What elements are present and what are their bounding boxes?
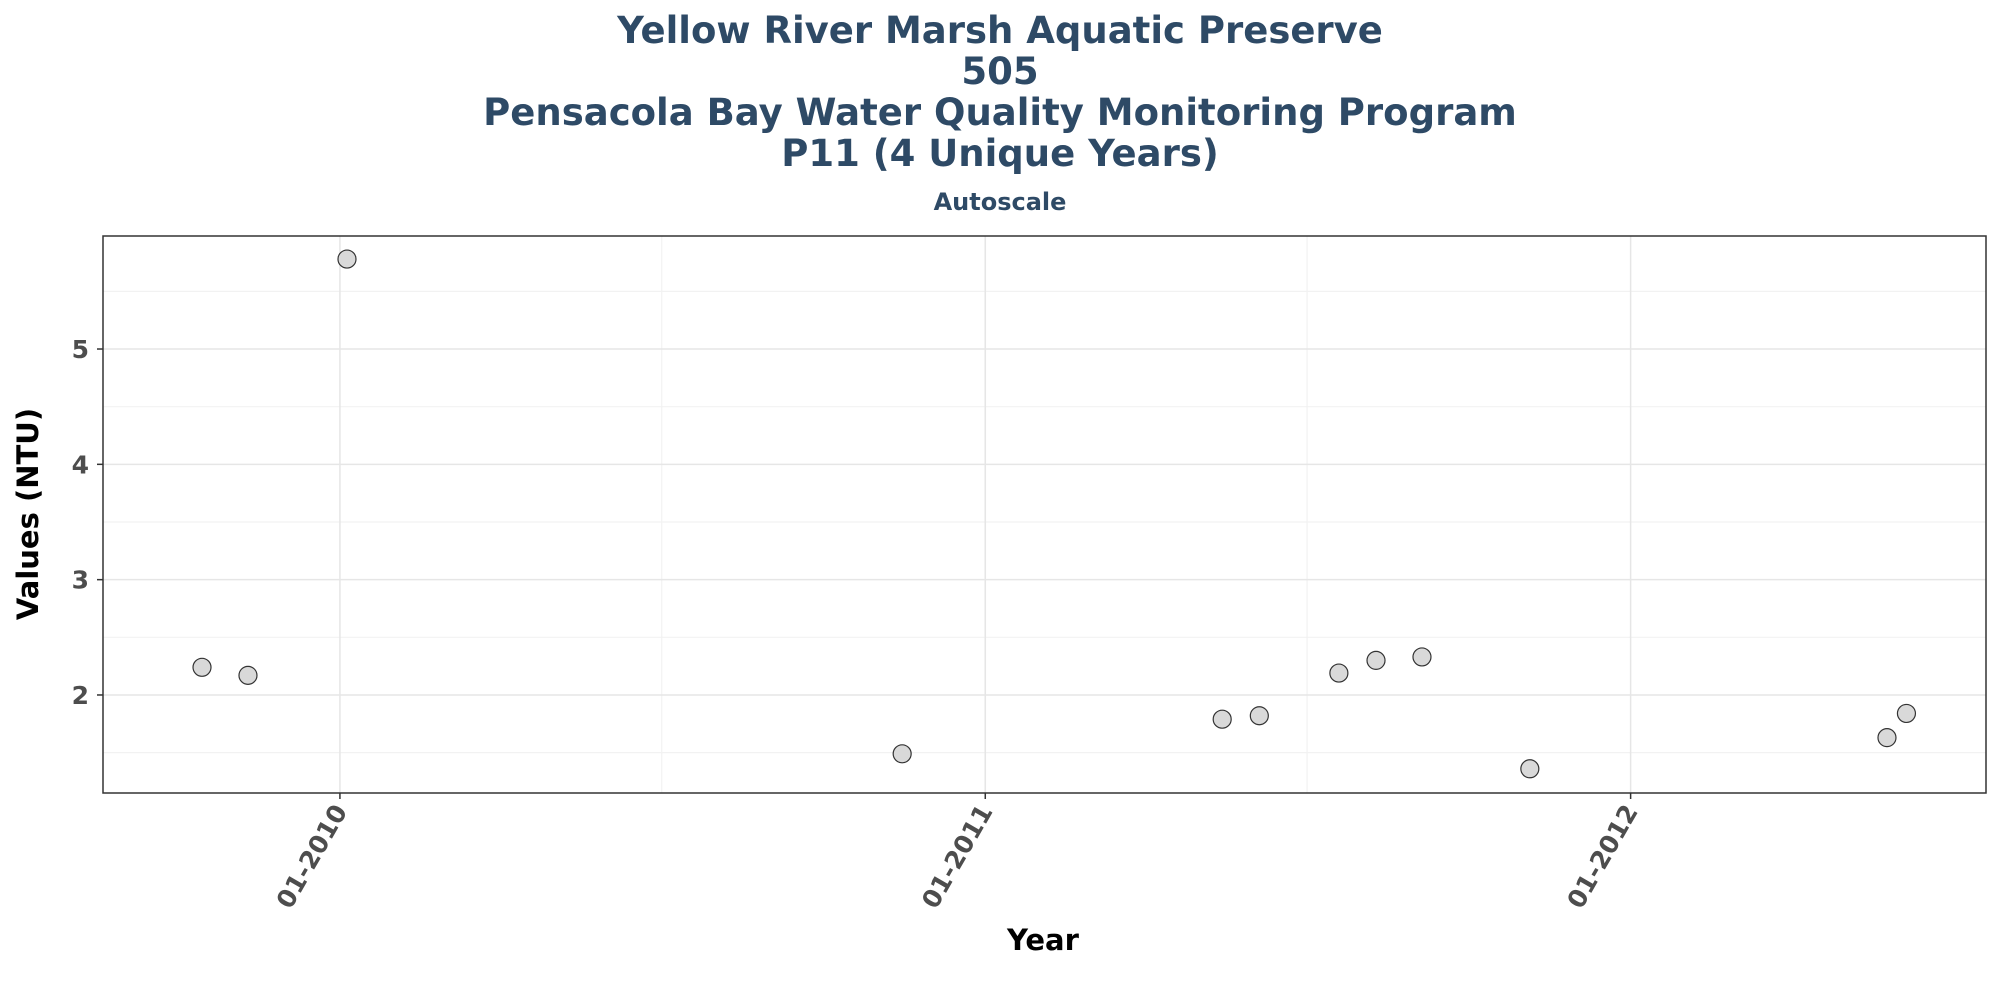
y-axis-label: Values (NTU) [11,408,45,620]
data-point [1249,706,1269,726]
plot-panel-border [102,235,1987,794]
chart-title-line-1: Yellow River Marsh Aquatic Preserve [617,9,1383,52]
data-point [238,665,258,685]
chart-title-line-3: Pensacola Bay Water Quality Monitoring P… [483,91,1517,134]
y-tick-label: 3 [72,566,89,595]
chart-title-line-2: 505 [961,50,1039,93]
x-tick-label: 01-2011 [916,800,998,914]
chart-subtitle: Autoscale [933,188,1067,216]
data-point [1412,647,1432,667]
data-points [192,249,1917,779]
data-point [1520,759,1540,779]
data-point [1329,663,1349,683]
chart-title-line-4: P11 (4 Unique Years) [781,132,1219,175]
x-axis: 01-2010 01-2011 01-2012 [271,793,1644,913]
data-point [892,744,912,764]
data-point [192,657,212,677]
data-point [1212,709,1232,729]
x-tick-label: 01-2010 [271,800,353,914]
data-point [337,249,357,269]
x-axis-label: Year [1006,923,1080,957]
data-point [1877,728,1897,748]
grid-layer [103,236,1986,793]
y-axis: 2 3 4 5 [72,335,103,710]
data-point [1896,703,1917,724]
data-point [1366,650,1386,670]
y-tick-label: 4 [72,450,89,479]
x-tick-label: 01-2012 [1561,800,1643,914]
y-tick-label: 2 [72,681,89,710]
chart-titles: Yellow River Marsh Aquatic Preserve 505 … [0,10,2000,216]
y-tick-label: 5 [72,335,89,364]
